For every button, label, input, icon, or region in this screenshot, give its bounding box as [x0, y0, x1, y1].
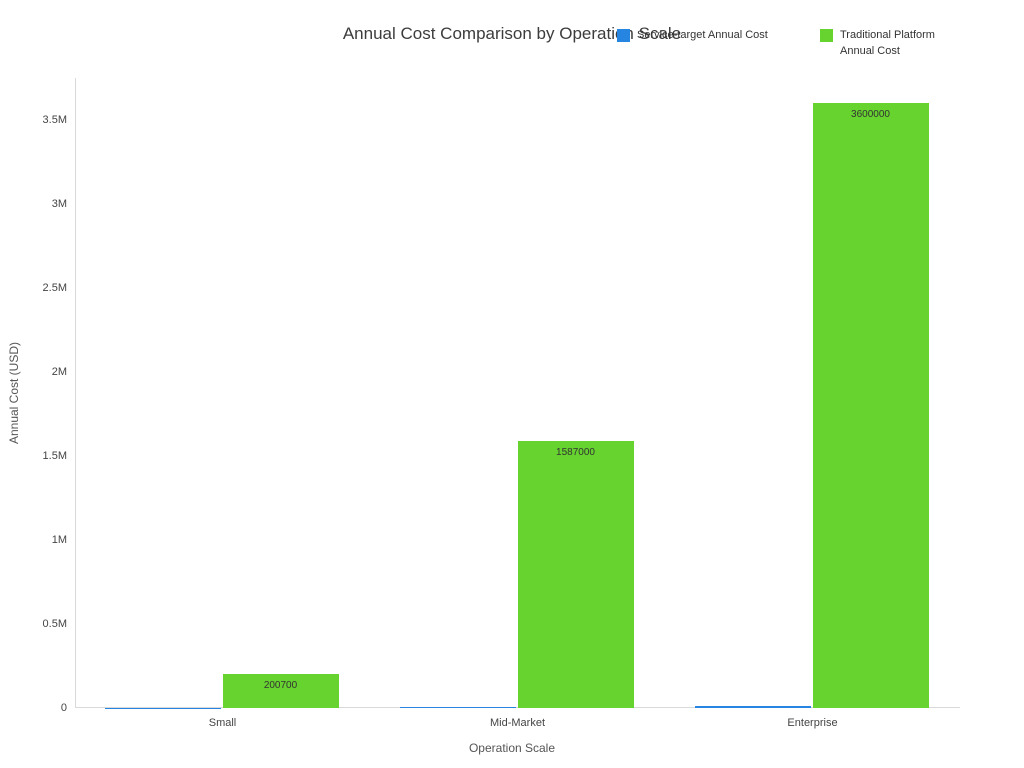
bar-value-label: 1587000 — [556, 447, 595, 459]
bar-traditional-platform-enterprise — [812, 103, 929, 708]
legend-item-service-target[interactable]: Service-target Annual Cost — [617, 28, 802, 44]
bar-service-target-enterprise — [694, 705, 811, 708]
legend-swatch-blue-icon — [617, 29, 630, 42]
y-axis-line — [75, 78, 76, 708]
bar-traditional-platform-small — [222, 674, 339, 708]
legend-label-traditional-platform: Traditional Platform Annual Cost — [840, 29, 935, 57]
x-tick-label: Enterprise — [787, 717, 838, 729]
bar-value-label: 3600000 — [851, 109, 890, 121]
chart-title: Annual Cost Comparison by Operation Scal… — [342, 24, 682, 43]
bar-value-label: 200700 — [263, 680, 298, 692]
x-axis-title: Operation Scale — [468, 741, 556, 755]
y-tick-label: 3.5M — [42, 114, 67, 126]
legend-item-traditional-platform[interactable]: Traditional Platform Annual Cost — [820, 28, 970, 60]
bar-traditional-platform-mid-market — [517, 441, 634, 708]
legend-swatch-green-icon — [820, 29, 833, 42]
y-axis-title: Annual Cost (USD) — [7, 341, 21, 445]
y-tick-label: 3M — [51, 198, 67, 210]
x-tick-label: Mid-Market — [489, 717, 546, 729]
y-tick-label: 0.5M — [42, 618, 67, 630]
y-tick-label: 0 — [60, 702, 67, 714]
plot-area: 0 0.5M 1M 1.5M 2M 2.5M 3M 3.5M Small Mid-Market En… — [43, 78, 960, 729]
bar-service-target-mid-market — [399, 707, 516, 708]
y-tick-label: 1M — [51, 534, 67, 546]
legend-label-service-target: Service-target Annual Cost — [637, 29, 768, 41]
x-tick-label: Small — [208, 717, 237, 729]
y-tick-label: 2M — [51, 366, 67, 378]
y-tick-label: 2.5M — [42, 282, 67, 294]
y-tick-label: 1.5M — [42, 450, 67, 462]
